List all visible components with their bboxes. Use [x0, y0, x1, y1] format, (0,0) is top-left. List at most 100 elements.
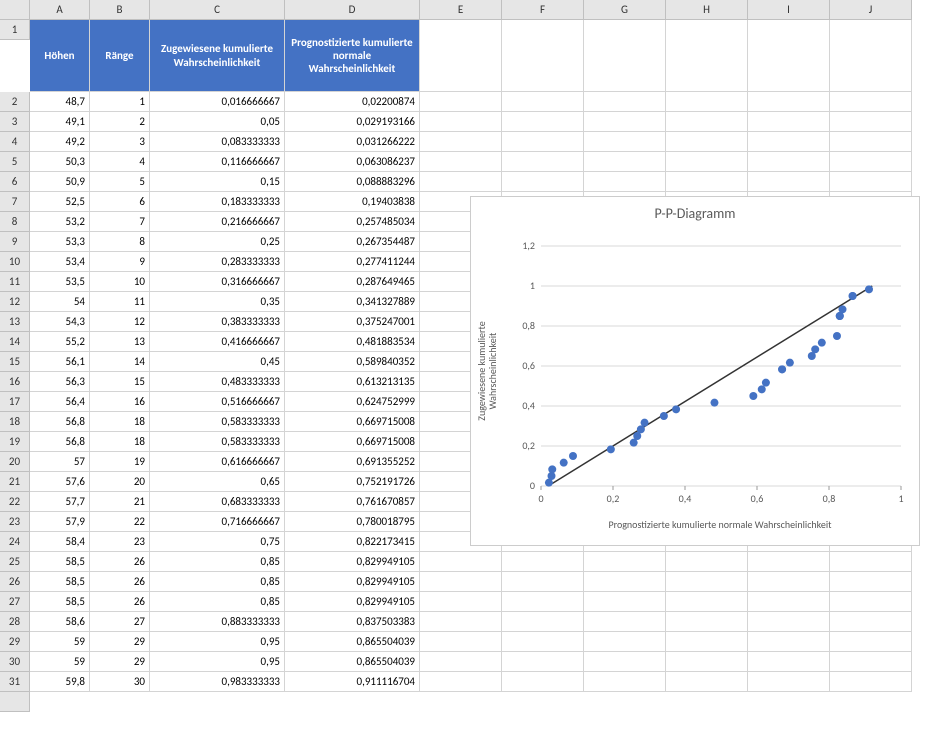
empty-cell[interactable] — [584, 612, 666, 632]
empty-cell[interactable] — [666, 672, 748, 692]
data-cell[interactable]: 0,031266222 — [285, 132, 420, 152]
row-head-7[interactable]: 7 — [0, 192, 30, 212]
data-cell[interactable]: 29 — [90, 652, 150, 672]
data-cell[interactable]: 0,616666667 — [150, 452, 285, 472]
data-cell[interactable]: 23 — [90, 532, 150, 552]
data-cell[interactable]: 0,589840352 — [285, 352, 420, 372]
empty-cell[interactable] — [830, 652, 912, 672]
data-cell[interactable]: 8 — [90, 232, 150, 252]
empty-cell[interactable] — [502, 172, 584, 192]
row-head-9[interactable]: 9 — [0, 232, 30, 252]
data-cell[interactable]: 49,2 — [30, 132, 90, 152]
row-head-10[interactable]: 10 — [0, 252, 30, 272]
data-cell[interactable]: 0,95 — [150, 632, 285, 652]
col-head-F[interactable]: F — [502, 0, 584, 20]
data-cell[interactable]: 50,9 — [30, 172, 90, 192]
data-cell[interactable]: 0,02200874 — [285, 92, 420, 112]
data-cell[interactable]: 0,25 — [150, 232, 285, 252]
data-cell[interactable]: 52,5 — [30, 192, 90, 212]
data-cell[interactable]: 9 — [90, 252, 150, 272]
empty-cell[interactable] — [584, 672, 666, 692]
empty-cell[interactable] — [420, 612, 502, 632]
data-cell[interactable]: 49,1 — [30, 112, 90, 132]
data-cell[interactable]: 0,837503383 — [285, 612, 420, 632]
empty-cell[interactable] — [502, 572, 584, 592]
empty-cell[interactable] — [748, 612, 830, 632]
empty-cell[interactable] — [420, 652, 502, 672]
data-cell[interactable]: 0,883333333 — [150, 612, 285, 632]
data-cell[interactable]: 56,8 — [30, 412, 90, 432]
empty-cell[interactable] — [748, 112, 830, 132]
data-cell[interactable]: 6 — [90, 192, 150, 212]
row-head-30[interactable]: 30 — [0, 652, 30, 672]
empty-cell[interactable] — [502, 552, 584, 572]
data-cell[interactable]: 0,183333333 — [150, 192, 285, 212]
row-head-11[interactable]: 11 — [0, 272, 30, 292]
empty-cell[interactable] — [584, 20, 666, 92]
empty-cell[interactable] — [748, 632, 830, 652]
data-cell[interactable]: 0,063086237 — [285, 152, 420, 172]
empty-cell[interactable] — [748, 132, 830, 152]
data-cell[interactable]: 53,3 — [30, 232, 90, 252]
col-head-H[interactable]: H — [666, 0, 748, 20]
data-cell[interactable]: 27 — [90, 612, 150, 632]
empty-cell[interactable] — [584, 112, 666, 132]
empty-cell[interactable] — [666, 112, 748, 132]
data-cell[interactable]: 0,287649465 — [285, 272, 420, 292]
row-head-27[interactable]: 27 — [0, 592, 30, 612]
empty-cell[interactable] — [748, 152, 830, 172]
data-cell[interactable]: 57,6 — [30, 472, 90, 492]
empty-cell[interactable] — [830, 552, 912, 572]
empty-cell[interactable] — [584, 592, 666, 612]
row-head-13[interactable]: 13 — [0, 312, 30, 332]
data-cell[interactable]: 0,416666667 — [150, 332, 285, 352]
data-cell[interactable]: 57,9 — [30, 512, 90, 532]
data-cell[interactable]: 26 — [90, 572, 150, 592]
data-cell[interactable]: 0,85 — [150, 592, 285, 612]
data-cell[interactable]: 0,05 — [150, 112, 285, 132]
data-cell[interactable]: 58,5 — [30, 572, 90, 592]
empty-cell[interactable] — [420, 632, 502, 652]
empty-cell[interactable] — [420, 112, 502, 132]
empty-cell[interactable] — [666, 20, 748, 92]
data-cell[interactable]: 0,983333333 — [150, 672, 285, 692]
empty-cell[interactable] — [830, 132, 912, 152]
data-cell[interactable]: 0,083333333 — [150, 132, 285, 152]
empty-cell[interactable] — [666, 632, 748, 652]
col-head-B[interactable]: B — [90, 0, 150, 20]
row-head-19[interactable]: 19 — [0, 432, 30, 452]
empty-cell[interactable] — [584, 652, 666, 672]
row-head-16[interactable]: 16 — [0, 372, 30, 392]
empty-cell[interactable] — [830, 632, 912, 652]
data-cell[interactable]: 0,752191726 — [285, 472, 420, 492]
empty-cell[interactable] — [830, 592, 912, 612]
empty-cell[interactable] — [666, 152, 748, 172]
col-head-G[interactable]: G — [584, 0, 666, 20]
data-cell[interactable]: 0,19403838 — [285, 192, 420, 212]
data-cell[interactable]: 19 — [90, 452, 150, 472]
empty-cell[interactable] — [748, 572, 830, 592]
data-cell[interactable]: 56,1 — [30, 352, 90, 372]
data-cell[interactable]: 29 — [90, 632, 150, 652]
empty-cell[interactable] — [420, 132, 502, 152]
data-cell[interactable]: 4 — [90, 152, 150, 172]
data-cell[interactable]: 0,65 — [150, 472, 285, 492]
data-cell[interactable]: 0,483333333 — [150, 372, 285, 392]
data-cell[interactable]: 0,016666667 — [150, 92, 285, 112]
data-cell[interactable]: 0,624752999 — [285, 392, 420, 412]
data-cell[interactable]: 57 — [30, 452, 90, 472]
col-head-C[interactable]: C — [150, 0, 285, 20]
data-cell[interactable]: 58,4 — [30, 532, 90, 552]
data-cell[interactable]: 54,3 — [30, 312, 90, 332]
empty-cell[interactable] — [584, 152, 666, 172]
empty-cell[interactable] — [748, 92, 830, 112]
row-head-2[interactable]: 2 — [0, 92, 30, 112]
data-cell[interactable]: 18 — [90, 432, 150, 452]
col-head-D[interactable]: D — [285, 0, 420, 20]
empty-cell[interactable] — [502, 612, 584, 632]
data-cell[interactable]: 56,4 — [30, 392, 90, 412]
data-cell[interactable]: 0,613213135 — [285, 372, 420, 392]
empty-cell[interactable] — [502, 632, 584, 652]
data-cell[interactable]: 0,780018795 — [285, 512, 420, 532]
data-cell[interactable]: 16 — [90, 392, 150, 412]
